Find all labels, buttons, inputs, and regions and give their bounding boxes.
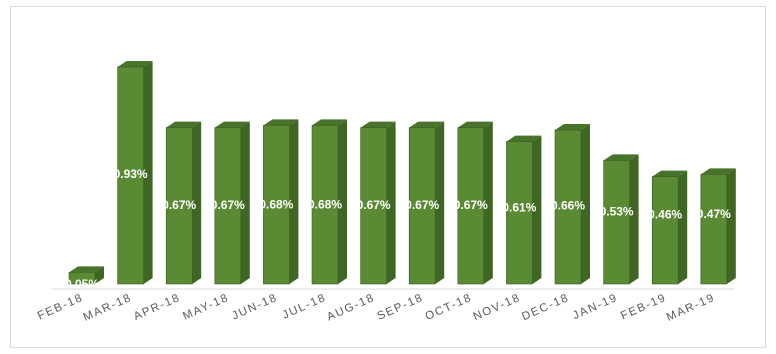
bar-feb-19 <box>651 170 688 285</box>
bar-front <box>554 129 582 285</box>
bar-jun-18 <box>263 119 299 285</box>
bar-side <box>95 266 104 284</box>
bar-top <box>555 124 590 130</box>
bar-side <box>338 119 347 284</box>
bar-top <box>603 154 639 161</box>
bar-front <box>68 272 96 285</box>
bar-jul-18 <box>311 119 347 285</box>
x-tick-label: JAN-19 <box>571 292 620 322</box>
bar-dec-18 <box>554 124 590 285</box>
bar-front <box>311 125 339 285</box>
data-label: 0.66% <box>551 198 585 212</box>
bar-feb-18 <box>68 266 104 285</box>
x-tick-label: MAY-18 <box>181 292 231 323</box>
bar-top <box>312 119 347 126</box>
bar-side <box>435 121 445 285</box>
bar-top <box>457 121 493 128</box>
bar-side <box>678 170 688 284</box>
bar-front <box>603 160 630 285</box>
data-labels: 0.05% 0.93% 0.67% 0.67% 0.68% 0.68% 0.67% 0.67%… <box>65 167 731 291</box>
x-tick-label: DEC-18 <box>520 292 571 324</box>
bar-apr-18 <box>165 121 202 285</box>
bar-front <box>700 174 728 285</box>
bar-front <box>651 176 679 285</box>
bar-side <box>532 135 542 284</box>
x-tick-label: JUN-18 <box>230 292 279 323</box>
bar-top <box>214 121 250 128</box>
data-label: 0.46% <box>648 207 682 221</box>
bar-sep-18 <box>408 121 445 285</box>
bar-front <box>214 127 242 285</box>
bar-may-18 <box>214 121 250 285</box>
bar-top <box>166 121 202 128</box>
bar-top <box>263 119 299 126</box>
bar-side <box>240 121 250 285</box>
x-tick-label: OCT-18 <box>424 292 474 323</box>
bar-front <box>263 125 290 285</box>
bar-top <box>652 170 688 177</box>
data-label: 0.93% <box>114 167 148 181</box>
bar-side <box>192 121 202 285</box>
bar-mar-19 <box>700 168 736 285</box>
bar-top <box>700 168 736 175</box>
bar-front <box>408 127 436 285</box>
bar-jan-19 <box>603 154 639 285</box>
bar-mar-18 <box>117 61 153 285</box>
bar-side <box>289 119 299 284</box>
x-tick-label: MAR-19 <box>665 292 717 324</box>
data-label: 0.67% <box>357 198 391 212</box>
x-tick-label: APR-18 <box>132 292 182 323</box>
data-label: 0.53% <box>600 204 634 218</box>
bar-side <box>143 61 153 284</box>
x-tick-label: FEB-19 <box>619 292 668 323</box>
x-tick-label: AUG-18 <box>325 292 377 324</box>
bar-top <box>506 135 542 142</box>
data-label: 0.67% <box>211 198 245 212</box>
bar-aug-18 <box>360 121 396 285</box>
bar-front <box>117 66 144 285</box>
bar-side <box>629 154 639 284</box>
data-label: 0.47% <box>697 207 731 221</box>
data-label: 0.61% <box>502 201 536 215</box>
data-label: 0.05% <box>65 277 99 291</box>
bar-side <box>386 121 396 285</box>
bar-top <box>69 266 104 273</box>
data-label: 0.67% <box>454 198 488 212</box>
bar-front <box>165 127 193 285</box>
bar-nov-18 <box>506 135 542 285</box>
bar-top <box>117 61 153 67</box>
x-tick-label: SEP-18 <box>376 292 426 323</box>
x-tick-label: NOV-18 <box>472 292 523 324</box>
data-label: 0.67% <box>405 198 439 212</box>
bar-side <box>726 168 736 284</box>
bar-side <box>581 124 590 284</box>
bar-front <box>457 127 485 285</box>
x-tick-label: FEB-18 <box>36 292 85 323</box>
data-label: 0.67% <box>162 198 196 212</box>
bar-side <box>483 121 493 285</box>
x-tick-label: JUL-18 <box>281 292 329 322</box>
bar-oct-18 <box>457 121 493 285</box>
data-label: 0.68% <box>259 198 293 212</box>
bar-front <box>506 141 533 285</box>
bars <box>68 61 736 285</box>
bar-top <box>360 121 396 128</box>
x-tick-label: MAR-18 <box>82 292 134 324</box>
bar-front <box>360 127 387 285</box>
data-label: 0.68% <box>308 198 342 212</box>
bar-top <box>409 121 445 128</box>
